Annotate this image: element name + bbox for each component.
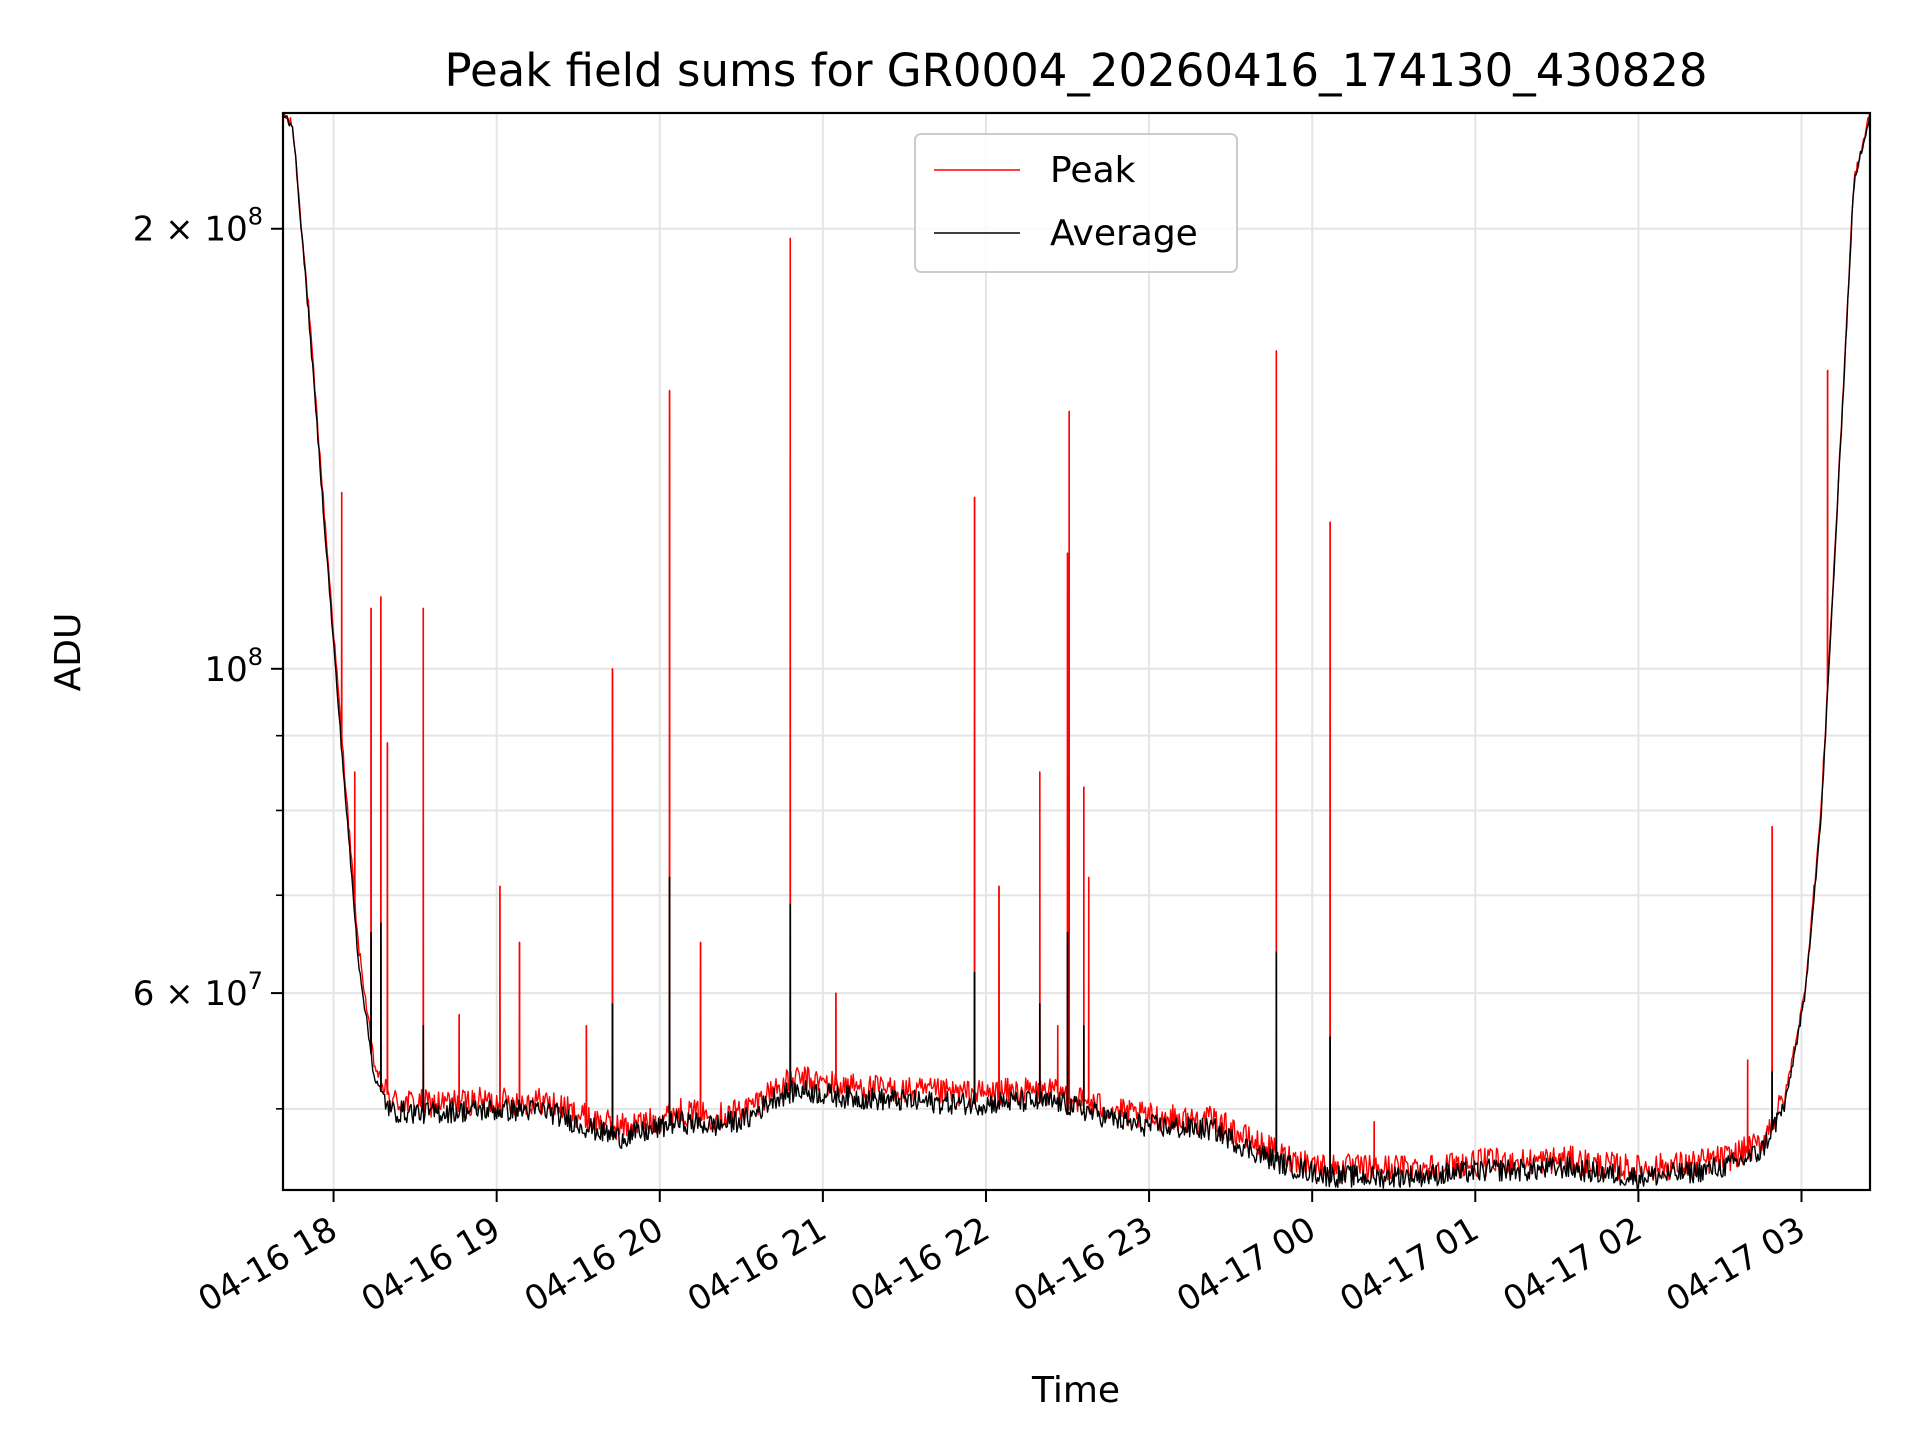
y-tick-label: 6 × 107 (133, 967, 263, 1014)
series-layer (283, 113, 1870, 1189)
x-axis-label: Time (1031, 1370, 1120, 1411)
y-axis-label: ADU (48, 613, 89, 692)
legend-label-peak: Peak (1050, 150, 1136, 191)
series-line-peak (283, 113, 1870, 1184)
plot-frame (281, 111, 1872, 1192)
legend-box (914, 133, 1238, 273)
legend: Peak Average (914, 133, 1238, 273)
y-tick-label: 108 (204, 643, 263, 690)
y-tick-label: 2 × 108 (133, 203, 263, 250)
plot-area (283, 113, 1870, 1189)
legend-label-average: Average (1050, 213, 1198, 254)
series-line-average (283, 113, 1870, 1189)
chart-title: Peak field sums for GR0004_20260416_1741… (444, 44, 1707, 97)
